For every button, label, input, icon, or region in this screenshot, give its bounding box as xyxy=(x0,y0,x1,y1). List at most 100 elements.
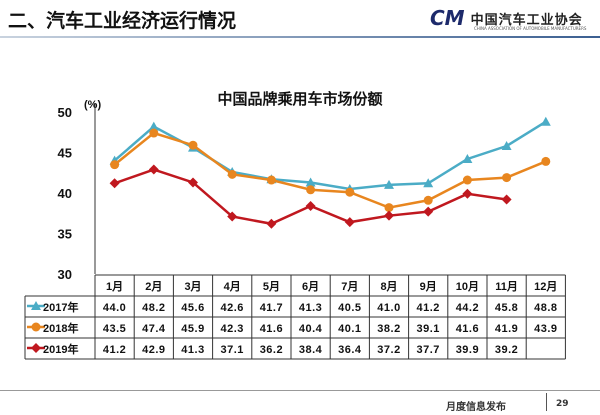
header-divider xyxy=(0,36,600,38)
x-tick-label: 10月 xyxy=(456,280,479,293)
x-tick-label: 11月 xyxy=(495,280,518,293)
series-line-2018年 xyxy=(113,131,547,209)
data-point xyxy=(188,177,198,188)
data-label: 40.4 xyxy=(299,323,323,335)
x-tick-label: 5月 xyxy=(263,280,280,293)
data-label: 45.9 xyxy=(181,323,204,335)
data-label: 41.3 xyxy=(299,302,322,314)
data-label: 38.2 xyxy=(377,323,400,335)
data-point xyxy=(501,141,512,151)
data-label: 36.4 xyxy=(338,344,362,356)
legend-marker xyxy=(31,322,41,332)
data-point xyxy=(462,188,473,199)
x-tick-label: 8月 xyxy=(380,280,397,293)
page-number: 29 xyxy=(556,399,569,409)
data-point xyxy=(266,218,277,229)
data-point xyxy=(501,194,512,205)
legend-label: 2018年 xyxy=(43,321,78,335)
y-tick-label: 50 xyxy=(58,105,72,120)
data-label: 44.0 xyxy=(103,302,126,314)
caam-logo: CM 中国汽车工业协会 CHINA ASSOCIATION OF AUTOMOB… xyxy=(430,6,587,31)
data-label: 38.4 xyxy=(299,344,323,356)
data-label: 37.1 xyxy=(220,344,243,356)
y-tick-label: 40 xyxy=(58,186,72,201)
x-tick-label: 7月 xyxy=(341,280,358,293)
y-tick-label: 30 xyxy=(58,267,72,282)
x-tick-label: 1月 xyxy=(106,280,123,293)
chart-title: 中国品牌乘用车市场份额 xyxy=(217,90,382,108)
footer-label: 月度信息发布 xyxy=(446,402,506,413)
data-label: 39.2 xyxy=(495,344,518,356)
x-tick-label: 4月 xyxy=(224,280,241,293)
data-point xyxy=(344,217,355,228)
data-point xyxy=(384,203,394,213)
y-axis-label: (%) xyxy=(84,99,101,111)
data-label: 36.2 xyxy=(260,344,283,356)
data-point xyxy=(462,175,472,185)
data-point xyxy=(227,211,238,222)
data-point xyxy=(423,206,434,217)
data-label: 37.7 xyxy=(416,344,439,356)
slide-title: 二、汽车工业经济运行情况 xyxy=(8,10,237,32)
logo-subtext: CHINA ASSOCIATION OF AUTOMOBILE MANUFACT… xyxy=(474,26,587,31)
footer-divider xyxy=(0,390,600,391)
data-point xyxy=(148,164,159,175)
data-point xyxy=(345,187,355,197)
data-point xyxy=(266,175,276,185)
data-label: 41.9 xyxy=(495,323,518,335)
logo-mark: CM xyxy=(430,6,465,30)
data-label: 41.6 xyxy=(456,323,479,335)
data-label: 41.3 xyxy=(181,344,204,356)
line-chart: 中国品牌乘用车市场份额 (%) 30 35 40 45 50 1月 2月 3月 4月 5月 6月 7月 8月… xyxy=(24,90,566,360)
data-label: 40.1 xyxy=(338,323,361,335)
data-point xyxy=(502,173,512,183)
data-point xyxy=(540,116,551,126)
data-label: 48.8 xyxy=(534,302,557,314)
x-tick-label: 12月 xyxy=(534,280,557,293)
data-point xyxy=(148,121,159,131)
data-label: 43.9 xyxy=(534,323,557,335)
data-point xyxy=(188,140,198,150)
legend-marker xyxy=(31,301,41,310)
data-point xyxy=(423,195,433,205)
data-label: 42.9 xyxy=(142,344,165,356)
data-point xyxy=(305,177,316,187)
data-label: 39.1 xyxy=(416,323,439,335)
data-label: 42.3 xyxy=(220,323,243,335)
data-point xyxy=(384,179,394,189)
data-label: 42.6 xyxy=(220,302,243,314)
x-tick-label: 2月 xyxy=(145,280,162,293)
data-label: 40.5 xyxy=(338,302,361,314)
legend-label: 2019年 xyxy=(43,342,78,356)
data-label: 48.2 xyxy=(142,302,165,314)
data-point xyxy=(306,185,316,195)
legend-label: 2017年 xyxy=(43,300,78,314)
data-label: 45.8 xyxy=(495,302,518,314)
data-point xyxy=(109,178,120,189)
y-tick-label: 35 xyxy=(58,227,72,242)
legend-marker xyxy=(31,343,41,353)
data-label: 41.0 xyxy=(377,302,400,314)
x-tick-label: 9月 xyxy=(420,280,437,293)
data-point xyxy=(227,169,237,179)
y-tick-label: 45 xyxy=(58,146,72,161)
logo-text: 中国汽车工业协会 xyxy=(470,12,583,28)
data-label: 41.7 xyxy=(260,302,283,314)
data-label: 39.9 xyxy=(456,344,479,356)
x-tick-label: 6月 xyxy=(302,280,319,293)
data-label: 37.2 xyxy=(377,344,400,356)
x-tick-label: 3月 xyxy=(184,280,201,293)
data-label: 41.2 xyxy=(416,302,439,314)
data-point xyxy=(423,178,434,188)
data-label: 47.4 xyxy=(142,323,166,335)
footer-separator xyxy=(546,393,547,411)
data-point xyxy=(305,200,316,211)
data-label: 45.6 xyxy=(181,302,204,314)
data-point xyxy=(149,128,159,138)
data-point xyxy=(384,210,394,221)
data-label: 41.2 xyxy=(103,344,126,356)
data-label: 41.6 xyxy=(260,323,283,335)
data-point xyxy=(541,156,551,166)
data-label: 44.2 xyxy=(456,302,479,314)
